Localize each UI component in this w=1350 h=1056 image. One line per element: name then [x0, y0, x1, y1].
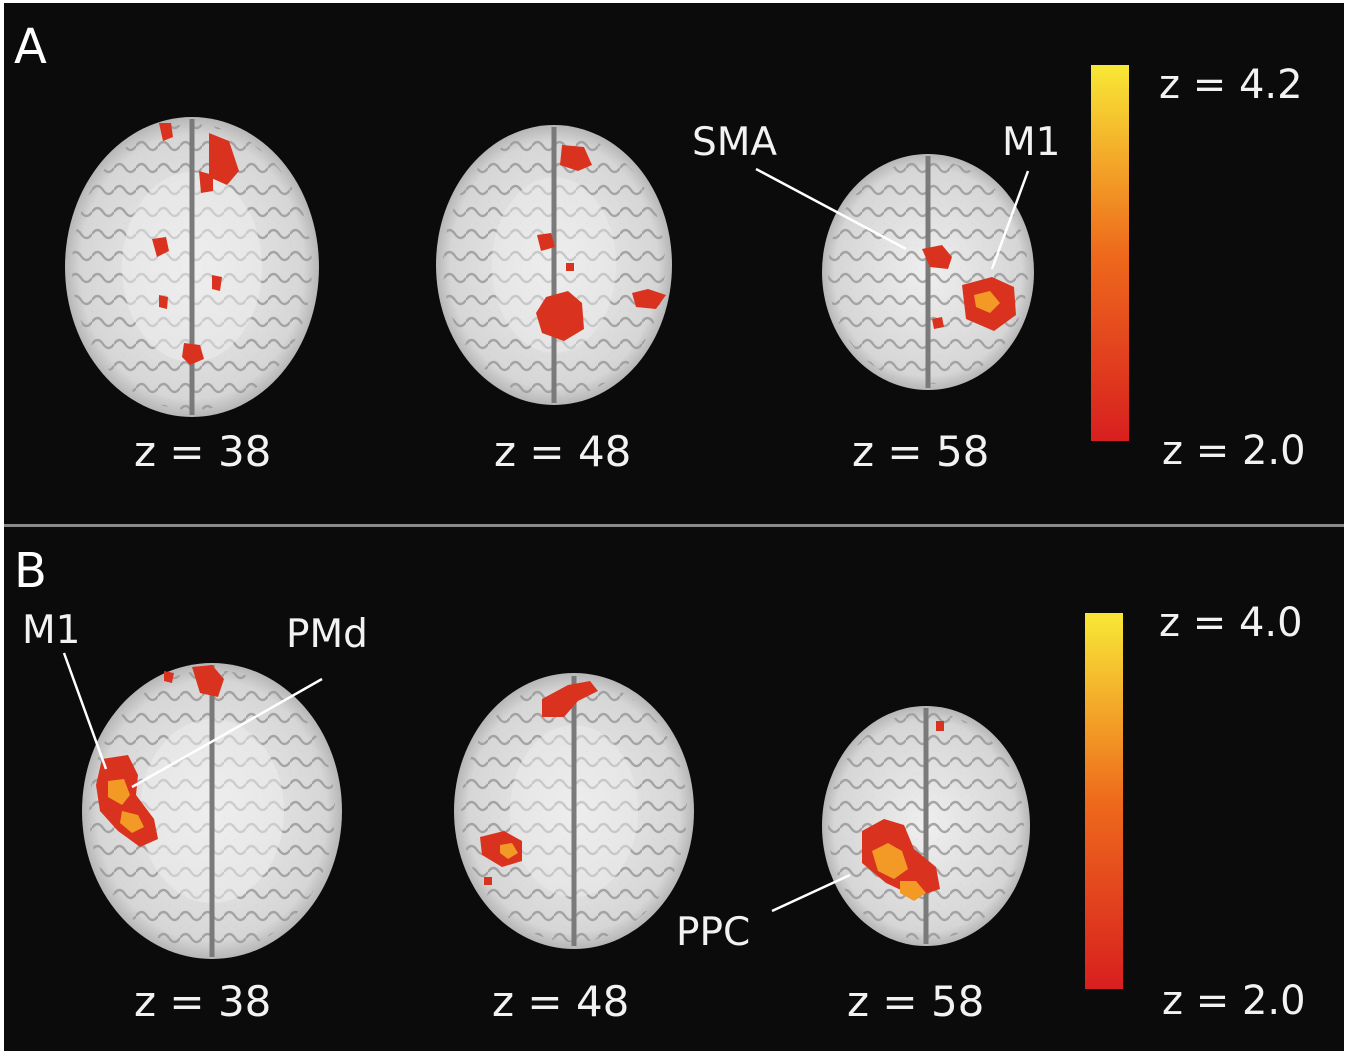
brain-slice-a-48	[436, 125, 672, 405]
brain-slice-a-38	[65, 117, 319, 417]
panel-letter: B	[14, 543, 47, 599]
sma-leader-line	[755, 167, 907, 251]
colorbar-min-label: z = 2.0	[1162, 978, 1306, 1024]
ppc-leader-line	[771, 873, 851, 913]
panel-a: A	[4, 3, 1344, 520]
slice-label: z = 58	[852, 427, 990, 476]
m1-leader-line	[990, 170, 1030, 270]
brain-slice-a-58	[822, 154, 1034, 390]
brain-slice-b-48	[454, 673, 694, 949]
annotation-sma: SMA	[692, 120, 778, 165]
annotation-pmd: PMd	[286, 612, 368, 657]
brain-slices	[62, 652, 1030, 959]
colorbar-max-label: z = 4.2	[1159, 62, 1303, 108]
brain-slices	[65, 117, 1034, 417]
annotation-m1: M1	[1002, 120, 1061, 165]
slice-label: z = 38	[134, 977, 272, 1026]
brain-slice-b-58	[822, 706, 1030, 946]
colorbar-max-label: z = 4.0	[1159, 600, 1303, 646]
slice-label: z = 48	[494, 427, 632, 476]
slice-label: z = 48	[492, 977, 630, 1026]
brain-slice-b-38	[82, 663, 342, 959]
m1-leader-line	[62, 652, 108, 770]
panel-divider	[4, 520, 1344, 531]
slice-label: z = 38	[134, 427, 272, 476]
annotation-ppc: PPC	[676, 910, 751, 955]
panel-b: B	[4, 531, 1344, 1051]
annotation-m1: M1	[22, 608, 81, 653]
colorbar	[1085, 613, 1123, 989]
colorbar-min-label: z = 2.0	[1162, 428, 1306, 474]
colorbar	[1091, 65, 1129, 441]
pmd-leader-line	[131, 677, 323, 789]
slice-label: z = 58	[847, 977, 985, 1026]
panel-letter: A	[14, 19, 47, 75]
